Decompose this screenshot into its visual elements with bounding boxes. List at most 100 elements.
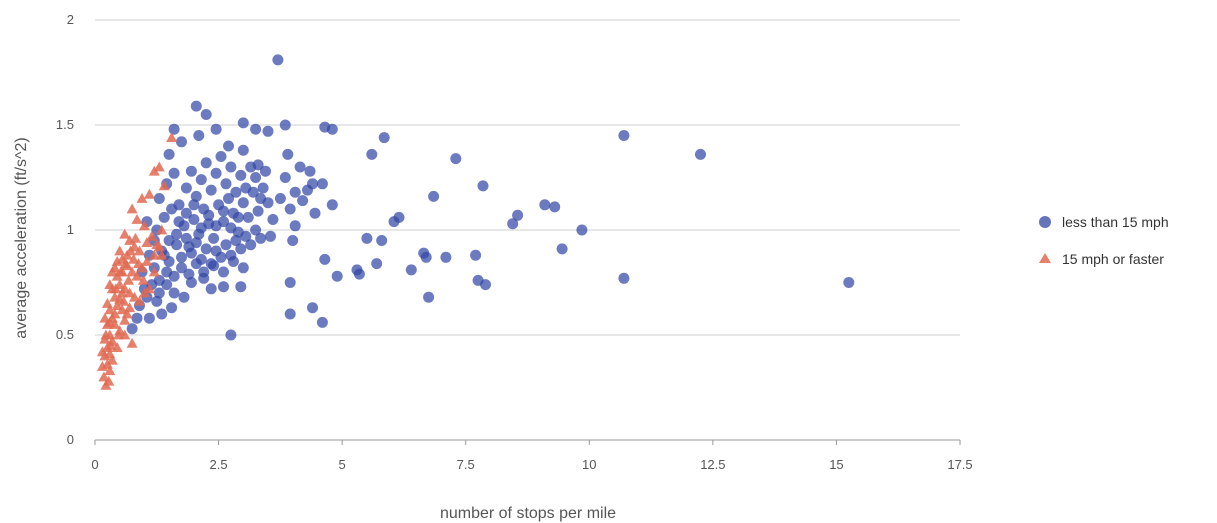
data-point-circle xyxy=(143,312,155,324)
y-tick-label: 1.5 xyxy=(56,117,74,132)
data-point-triangle xyxy=(128,253,140,264)
x-tick-label: 12.5 xyxy=(700,457,725,472)
data-point-triangle xyxy=(131,214,143,224)
data-point-circle xyxy=(512,209,524,221)
data-point-circle xyxy=(220,239,232,251)
legend[interactable]: less than 15 mph 15 mph or faster xyxy=(1039,214,1169,267)
data-point-circle xyxy=(450,153,462,165)
data-point-circle xyxy=(200,109,212,120)
data-point-circle xyxy=(220,178,232,190)
data-point-circle xyxy=(250,224,262,236)
data-point-circle xyxy=(549,201,561,213)
data-point-triangle xyxy=(146,230,158,241)
data-point-circle xyxy=(297,195,309,207)
data-point-circle xyxy=(507,218,519,230)
data-point-circle xyxy=(237,144,249,156)
data-point-circle xyxy=(245,161,257,173)
data-point-circle xyxy=(218,266,229,278)
data-point-circle xyxy=(210,167,222,179)
data-point-circle xyxy=(282,148,294,160)
data-point-circle xyxy=(279,172,291,183)
data-point-circle xyxy=(168,270,180,282)
data-point-circle xyxy=(190,237,202,249)
data-point-triangle xyxy=(130,232,141,243)
data-point-circle xyxy=(215,151,227,162)
data-point-circle xyxy=(153,287,165,299)
data-point-circle xyxy=(190,100,202,112)
data-point-circle xyxy=(240,182,252,194)
data-point-circle xyxy=(284,308,296,320)
data-point-triangle xyxy=(110,283,122,294)
data-point-triangle xyxy=(138,220,150,231)
data-point-circle xyxy=(262,125,274,137)
data-point-triangle xyxy=(166,132,178,142)
data-point-circle xyxy=(166,302,178,314)
data-point-triangle xyxy=(106,354,118,365)
data-point-circle xyxy=(218,281,229,293)
x-tick-label: 7.5 xyxy=(457,457,475,472)
x-tick-label: 17.5 xyxy=(947,457,972,472)
data-point-triangle xyxy=(141,237,153,247)
data-point-circle xyxy=(176,262,187,274)
y-axis-title: average acceleration (ft/s^2) xyxy=(13,137,30,338)
data-point-circle xyxy=(440,251,452,263)
legend-item-15-mph-or-faster[interactable]: 15 mph or faster xyxy=(1039,251,1164,267)
data-point-triangle xyxy=(114,245,126,256)
data-point-triangle xyxy=(120,258,132,268)
data-point-circle xyxy=(210,220,222,232)
data-point-triangle xyxy=(123,274,135,285)
data-point-triangle xyxy=(148,165,160,176)
data-point-circle xyxy=(319,253,331,265)
data-point-circle xyxy=(316,178,328,190)
data-point-circle xyxy=(304,165,316,177)
data-point-circle xyxy=(237,262,249,274)
data-point-triangle xyxy=(106,266,118,277)
data-point-circle xyxy=(230,235,242,246)
data-point-circle xyxy=(215,251,227,263)
legend-item-less-than-15-mph[interactable]: less than 15 mph xyxy=(1039,214,1169,230)
x-tick-label: 5 xyxy=(339,457,346,472)
data-point-circle xyxy=(477,180,489,192)
data-point-circle xyxy=(470,249,482,261)
data-point-circle xyxy=(208,260,220,272)
data-point-triangle xyxy=(156,224,168,235)
data-point-circle xyxy=(289,186,301,198)
data-point-circle xyxy=(307,302,318,314)
data-point-circle xyxy=(235,169,247,181)
data-point-circle xyxy=(168,167,180,179)
data-point-triangle xyxy=(148,266,160,277)
data-point-circle xyxy=(185,277,197,288)
data-point-circle xyxy=(309,207,321,219)
data-point-circle xyxy=(190,258,202,270)
data-point-circle xyxy=(203,209,215,221)
data-point-circle xyxy=(200,157,212,169)
data-point-triangle xyxy=(111,300,123,310)
data-point-circle xyxy=(423,291,435,303)
y-tick-label: 0 xyxy=(67,432,74,447)
data-points xyxy=(96,54,855,390)
data-point-circle xyxy=(289,220,301,232)
data-point-triangle xyxy=(109,308,121,319)
data-point-triangle xyxy=(131,270,143,281)
series-15-mph-or-faster xyxy=(96,132,178,390)
data-point-triangle xyxy=(104,304,116,315)
data-point-triangle xyxy=(115,266,127,277)
data-point-circle xyxy=(185,247,197,259)
data-point-triangle xyxy=(126,337,138,348)
data-point-circle xyxy=(168,123,180,135)
data-point-circle xyxy=(353,268,365,280)
data-point-circle xyxy=(420,251,432,263)
data-point-circle xyxy=(195,222,207,234)
data-point-circle xyxy=(180,207,192,219)
data-point-circle xyxy=(695,148,706,160)
data-point-circle xyxy=(166,203,178,215)
data-point-circle xyxy=(225,161,237,173)
data-point-circle xyxy=(205,283,217,295)
data-point-circle xyxy=(267,214,279,225)
data-point-circle xyxy=(227,256,239,267)
data-point-triangle xyxy=(134,245,145,256)
data-point-triangle xyxy=(116,287,128,298)
data-point-circle xyxy=(331,270,343,282)
data-point-circle xyxy=(388,216,400,228)
